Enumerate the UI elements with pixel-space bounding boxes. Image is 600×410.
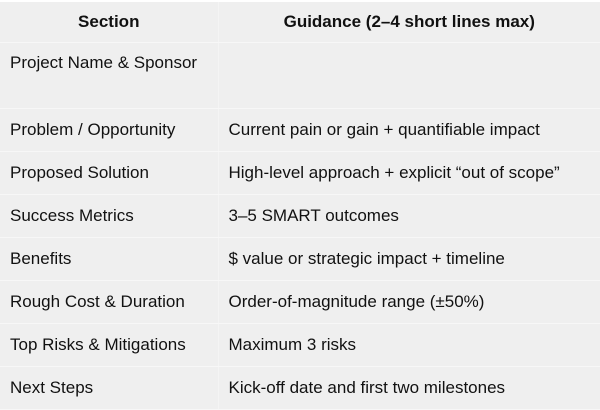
- section-cell: Rough Cost & Duration: [0, 280, 219, 324]
- section-cell: Top Risks & Mitigations: [0, 323, 219, 367]
- guidance-cell: Maximum 3 risks: [218, 323, 600, 367]
- section-cell: Success Metrics: [0, 194, 219, 238]
- table-row: Project Name & Sponsor: [0, 42, 600, 109]
- table-row: Rough Cost & Duration Order-of-magnitude …: [0, 280, 600, 324]
- section-cell: Problem / Opportunity: [0, 108, 219, 152]
- guidance-cell: Current pain or gain + quantifiable impa…: [218, 108, 600, 152]
- header-guidance: Guidance (2–4 short lines max): [218, 2, 600, 43]
- table-row: Proposed Solution High-level approach + e…: [0, 151, 600, 195]
- guidance-cell: 3–5 SMART outcomes: [218, 194, 600, 238]
- section-cell: Benefits: [0, 237, 219, 281]
- guidance-cell: High-level approach + explicit “out of s…: [218, 151, 600, 195]
- table-row: Success Metrics 3–5 SMART outcomes: [0, 194, 600, 238]
- guidance-cell: $ value or strategic impact + timeline: [218, 237, 600, 281]
- table-row: Problem / Opportunity Current pain or gai…: [0, 108, 600, 152]
- section-cell: Next Steps: [0, 366, 219, 410]
- section-cell: Proposed Solution: [0, 151, 219, 195]
- guidance-cell: [218, 42, 600, 109]
- header-row: Section Guidance (2–4 short lines max): [0, 2, 600, 43]
- table-row: Top Risks & Mitigations Maximum 3 risks: [0, 323, 600, 367]
- section-cell: Project Name & Sponsor: [0, 42, 219, 109]
- guidance-cell: Order-of-magnitude range (±50%): [218, 280, 600, 324]
- guidance-cell: Kick-off date and first two milestones: [218, 366, 600, 410]
- table-row: Next Steps Kick-off date and first two mi…: [0, 366, 600, 410]
- table-row: Benefits $ value or strategic impact + ti…: [0, 237, 600, 281]
- header-section: Section: [0, 2, 219, 43]
